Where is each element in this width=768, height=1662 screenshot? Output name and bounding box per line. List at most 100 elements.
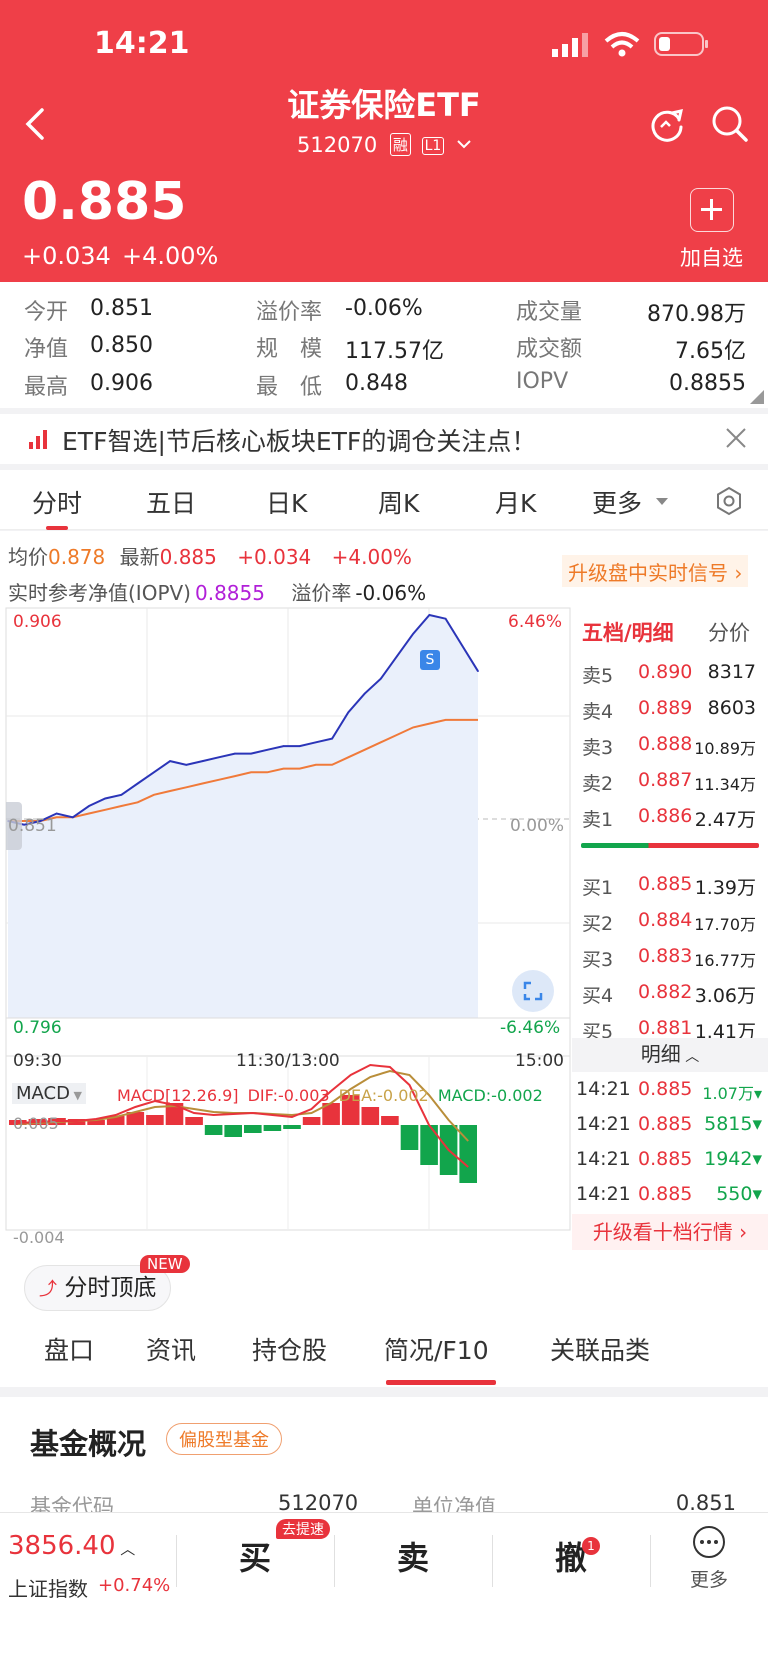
tab-orderbook[interactable]: 盘口	[44, 1336, 95, 1365]
price-change-pct: +4.00%	[122, 242, 219, 270]
high-label: 最高	[24, 375, 69, 400]
upgrade-signal-button[interactable]: 升级盘中实时信号 ›	[562, 555, 749, 587]
price-point	[250, 752, 252, 755]
ask-row[interactable]: 卖4 0.889 8603	[572, 693, 768, 727]
depth-price: 0.889	[638, 697, 693, 719]
trend-icon: ⤴	[39, 1279, 57, 1300]
tab-holdings[interactable]: 持仓股	[252, 1336, 328, 1365]
ask-row[interactable]: 卖2 0.887 11.34万	[572, 765, 768, 799]
macd-bottom-label: -0.004	[13, 1228, 65, 1247]
depth-volume: 16.77万	[694, 951, 756, 970]
price-point	[412, 632, 415, 635]
depth-tab-price[interactable]: 分价	[708, 621, 750, 645]
depth-tab-active[interactable]: 五档/明细	[582, 621, 674, 645]
chevron-down-icon	[457, 130, 471, 154]
tab-profile-f10[interactable]: 简况/F10	[384, 1336, 489, 1365]
lower-section: ⤴ 分时顶底 NEW 盘口 资讯 持仓股 简况/F10 关联品类 基金概况 偏股…	[0, 1253, 768, 1519]
depth-level-label: 买5	[582, 1021, 614, 1043]
tab-weekly-k[interactable]: 周K	[378, 489, 420, 518]
avg-price-line	[8, 718, 478, 822]
price-point	[169, 760, 171, 762]
ask-row[interactable]: 卖1 0.886 2.47万	[572, 801, 768, 835]
detail-toggle[interactable]: 明细 ︿	[572, 1038, 768, 1072]
triangle-down-icon	[656, 498, 668, 505]
more-dots-icon[interactable]	[692, 1525, 726, 1559]
price-point	[23, 823, 26, 826]
latest-label: 最新	[119, 545, 160, 569]
macd-bar	[224, 1125, 242, 1137]
price-change: +0.034	[22, 242, 111, 270]
ask-row[interactable]: 卖5 0.890 8317	[572, 657, 768, 691]
macd-selector[interactable]: MACD ▼	[12, 1083, 86, 1104]
depth-price: 0.887	[638, 769, 693, 791]
tick-price: 0.885	[638, 1148, 693, 1170]
price-point	[104, 797, 106, 800]
cancel-button[interactable]: 撤	[554, 1539, 587, 1577]
tab-five-day[interactable]: 五日	[146, 489, 197, 518]
pill-label: 分时顶底	[64, 1275, 157, 1301]
intraday-chart[interactable]	[0, 607, 572, 1232]
add-watchlist-label[interactable]: 加自选	[680, 246, 743, 270]
tab-related[interactable]: 关联品类	[550, 1336, 651, 1365]
depth-level-label: 买4	[582, 985, 614, 1007]
stock-code: 512070	[297, 133, 378, 157]
price-point	[234, 752, 236, 755]
tab-news[interactable]: 资讯	[146, 1336, 197, 1365]
pct-min-label: -6.46%	[500, 1018, 561, 1038]
add-watchlist-button[interactable]	[690, 188, 734, 232]
tick-volume: 550▾	[716, 1183, 762, 1205]
tick-time: 14:21	[576, 1113, 631, 1135]
tab-monthly-k[interactable]: 月K	[495, 489, 537, 518]
macd-bar	[165, 1103, 184, 1125]
tab-more[interactable]: 更多	[592, 489, 643, 518]
fullscreen-button[interactable]	[512, 970, 554, 1012]
tick-row: 14:21 0.885 550▾	[572, 1179, 768, 1213]
bid-row[interactable]: 买3 0.883 16.77万	[572, 941, 768, 975]
refresh-icon[interactable]	[648, 105, 686, 143]
index-value[interactable]: 3856.40 ︿	[8, 1531, 135, 1561]
macd-bar	[106, 1116, 125, 1125]
price-point	[461, 644, 463, 646]
close-icon[interactable]	[724, 426, 748, 450]
divider	[650, 1535, 651, 1587]
pct-zero-label: 0.00%	[510, 816, 565, 836]
bid-row[interactable]: 买4 0.882 3.06万	[572, 977, 768, 1011]
intraday-top-bottom-pill[interactable]: ⤴ 分时顶底	[24, 1265, 172, 1311]
depth-price: 0.886	[638, 805, 693, 827]
upgrade-depth-button[interactable]: 升级看十档行情 ›	[572, 1214, 768, 1250]
more-label[interactable]: 更多	[690, 1569, 729, 1591]
bid-row[interactable]: 买1 0.885 1.39万	[572, 869, 768, 903]
expand-corner-icon[interactable]	[750, 390, 764, 404]
settings-icon[interactable]	[714, 486, 744, 516]
chart-side-handle[interactable]	[6, 802, 22, 850]
subtitle-row[interactable]: 512070 融 L1	[0, 130, 768, 157]
price-point	[477, 670, 479, 672]
depth-volume: 2.47万	[694, 809, 756, 831]
depth-level-label: 买1	[582, 877, 614, 899]
wifi-icon	[603, 30, 641, 58]
notice-bar[interactable]: ETF智选|节后核心板块ETF的调仓关注点！	[0, 414, 768, 464]
signal-marker[interactable]: S	[420, 650, 440, 670]
tab-intraday[interactable]: 分时	[32, 489, 83, 518]
order-book: 卖5 0.890 8317 卖4 0.889 8603 卖3 0.888 10.89万 卖2 0.8…	[572, 653, 768, 1249]
y-min-label: 0.796	[13, 1018, 62, 1038]
search-icon[interactable]	[710, 104, 750, 144]
chevron-right-icon: ›	[732, 1220, 748, 1244]
buy-button[interactable]: 买	[238, 1539, 271, 1577]
bid-row[interactable]: 买2 0.884 17.70万	[572, 905, 768, 939]
depth-level-label: 买2	[582, 913, 614, 935]
tab-daily-k[interactable]: 日K	[266, 489, 308, 518]
price-point	[428, 614, 431, 616]
upgrade-signal-label: 升级盘中实时信号	[568, 561, 728, 585]
last-price: 0.885	[22, 172, 187, 232]
x-label-close: 15:00	[515, 1051, 564, 1071]
price-point	[396, 655, 398, 657]
ask-row[interactable]: 卖3 0.888 10.89万	[572, 729, 768, 763]
back-icon[interactable]	[22, 106, 50, 142]
depth-volume: 11.34万	[694, 775, 756, 794]
tick-row: 14:21 0.885 5815▾	[572, 1109, 768, 1143]
new-badge: NEW	[140, 1255, 190, 1273]
macd-bar	[87, 1120, 105, 1125]
sell-button[interactable]: 卖	[396, 1539, 429, 1577]
bid-row[interactable]: 买5 0.881 1.41万	[572, 1013, 768, 1047]
